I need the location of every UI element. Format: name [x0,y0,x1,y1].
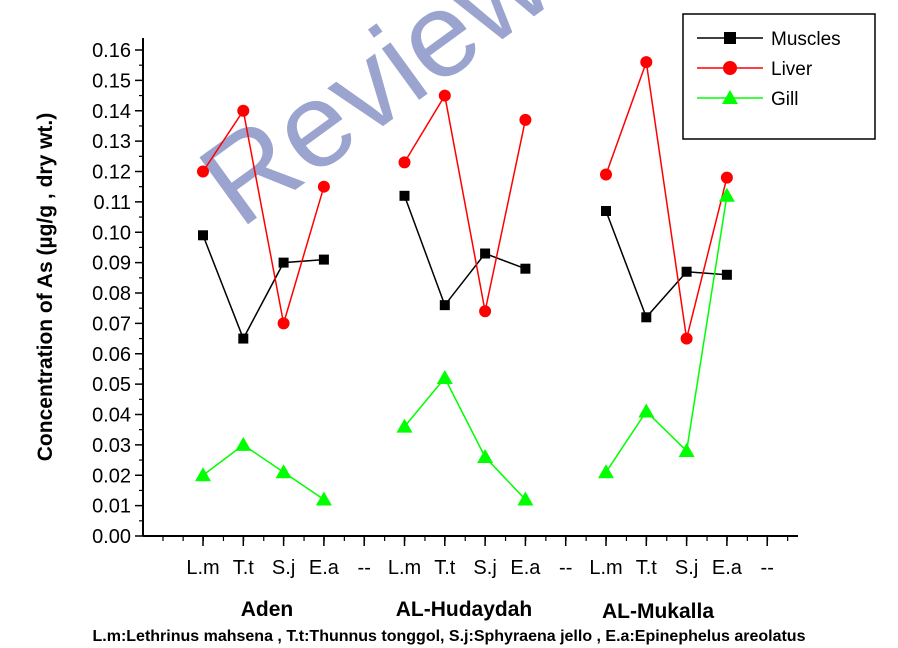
data-point [681,266,692,277]
legend-label-liver: Liver [771,59,813,80]
series-gill [195,187,735,506]
x-tick-label: E.a [309,557,340,579]
y-tick-label: 0.16 [92,40,131,62]
data-point [439,300,450,311]
x-tick-label: -- [559,557,572,579]
y-tick-label: 0.02 [92,465,131,487]
series-line [202,235,324,341]
y-tick-label: 0.07 [92,313,131,335]
y-tick-label: 0.06 [92,344,131,366]
data-point [638,403,655,418]
group-label-al-mukalla: AL-Mukalla [602,600,714,623]
data-point [197,165,209,178]
data-point [277,317,290,330]
y-tick-label: 0.12 [92,162,131,184]
x-tick-label: L.m [589,557,622,579]
y-axis-label: Concentration of As (µg/g , dry wt.) [34,113,57,461]
y-tick-label: 0.00 [92,526,131,548]
y-tick-label: 0.13 [92,131,131,153]
y-tick-label: 0.05 [92,374,131,396]
data-point [678,442,695,457]
legend-marker-liver [723,61,737,75]
data-point [520,263,531,274]
y-tick-label: 0.11 [94,192,131,214]
axes [142,38,798,537]
data-point [399,190,410,201]
data-point [275,464,292,479]
x-tick-label: -- [358,557,371,579]
y-ticks: 0.00 0.01 0.02 0.03 0.04 0.05 0.06 0.07 0.08 0.09… [92,40,143,548]
y-tick-label: 0.14 [92,101,131,123]
y-tick-label: 0.04 [92,405,131,427]
series-line [403,376,526,501]
data-point [235,436,252,451]
data-point [315,491,332,506]
data-point [237,104,250,117]
data-point [198,230,208,241]
data-point [600,168,612,181]
legend-marker-muscles [724,32,736,44]
y-tick-label: 0.03 [92,435,131,457]
data-point [477,449,494,464]
legend-marker-gill [722,90,738,104]
data-point [479,305,492,318]
x-tick-label: S.j [272,557,295,579]
legend-label-gill: Gill [771,89,798,110]
series-muscles [198,190,732,344]
data-point [438,89,451,102]
x-tick-label: S.j [675,557,698,579]
series-line [605,61,728,339]
legend-box [682,13,876,140]
series-line [605,195,728,473]
series-line [202,108,325,324]
data-point [398,156,411,169]
y-tick-label: 0.01 [92,496,131,518]
y-tick-label: 0.15 [92,70,131,92]
y-tick-label: 0.08 [92,283,131,305]
x-tick-label: E.a [712,557,743,579]
x-tick-label: T.t [233,557,255,579]
x-tick-label: E.a [510,557,541,579]
data-point [640,56,653,69]
data-point [601,205,611,216]
data-point [480,248,491,259]
group-label-al-hudaydah: AL-Hudaydah [396,598,533,621]
x-tick-label: T.t [636,557,658,579]
data-point [436,370,453,385]
x-tick-label: T.t [434,557,456,579]
data-point [720,171,733,184]
group-label-aden: Aden [241,598,294,621]
x-tick-label: L.m [186,557,219,579]
series-line [605,210,727,319]
data-point [517,491,534,506]
series-line [202,443,325,501]
x-tick-label: S.j [473,557,496,579]
data-point [396,418,413,433]
series-line [403,195,526,307]
data-point [317,180,330,193]
x-tick-label: L.m [388,557,421,579]
data-point [680,332,693,345]
y-tick-label: 0.10 [92,222,131,244]
data-point [195,467,211,482]
data-point [641,312,652,323]
data-point [278,257,289,268]
series-line [403,93,527,312]
data-point [718,187,735,202]
data-point [721,269,732,280]
data-point [318,254,329,265]
y-tick-label: 0.09 [92,253,131,275]
data-point [598,464,614,479]
data-point [519,113,532,126]
legend: Muscles Liver Gill [682,13,876,140]
species-footnote: L.m:Lethrinus mahsena , T.t:Thunnus tong… [93,628,806,645]
x-ticks: L.m T.t S.j E.a -- L.m T.t S.j E.a -- L.m T.t S.j E.a… [162,536,789,579]
data-point [238,333,249,344]
watermark: Review [177,0,574,251]
series-layer [195,56,735,506]
series-liver [197,56,733,345]
legend-label-muscles: Muscles [771,29,841,50]
x-tick-label: -- [761,557,774,579]
